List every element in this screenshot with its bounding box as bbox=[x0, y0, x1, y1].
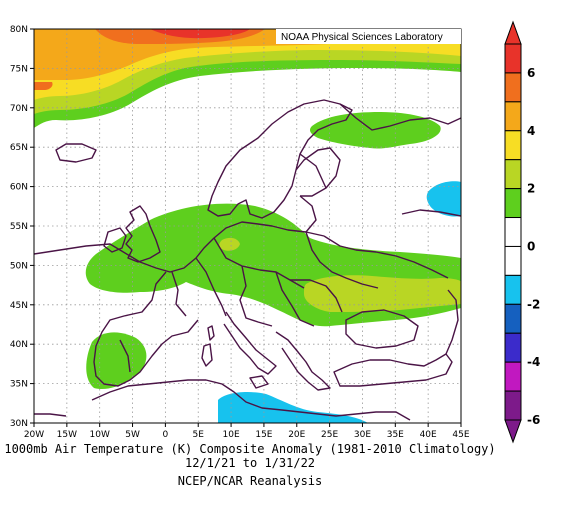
lon-tick-label: 45E bbox=[452, 430, 469, 440]
lat-tick-label: 35N bbox=[10, 380, 28, 390]
colorbar-segment bbox=[504, 332, 522, 363]
colorbar-label: -2 bbox=[527, 297, 540, 311]
lon-tick-label: 35E bbox=[387, 430, 404, 440]
colorbar-label: 6 bbox=[527, 66, 535, 80]
colorbar-segment bbox=[504, 361, 522, 392]
caption-dates: 12/1/21 to 1/31/22 bbox=[184, 456, 316, 470]
colorbar-segment bbox=[504, 217, 522, 247]
lon-tick-label: 25E bbox=[321, 430, 338, 440]
lat-tick-label: 40N bbox=[10, 340, 28, 350]
lat-tick-label: 80N bbox=[10, 25, 28, 35]
colorbar-label: -6 bbox=[527, 413, 540, 427]
lat-tick-label: 50N bbox=[10, 261, 28, 271]
colorbar-top-arrow bbox=[504, 20, 522, 45]
colorbar-segment bbox=[504, 43, 522, 74]
lon-tick-label: 15W bbox=[57, 430, 77, 440]
warm-spot-arctic-red bbox=[150, 29, 250, 39]
credit-text: NOAA Physical Sciences Laboratory bbox=[281, 32, 443, 43]
lat-tick-label: 60N bbox=[10, 183, 28, 193]
lon-tick-label: 20E bbox=[288, 430, 305, 440]
colorbar-segment bbox=[504, 72, 522, 103]
lat-tick-label: 75N bbox=[10, 64, 28, 74]
lon-tick-label: 15E bbox=[255, 430, 272, 440]
lon-tick-label: 20W bbox=[24, 430, 44, 440]
caption-title: 1000mb Air Temperature (K) Composite Ano… bbox=[4, 442, 496, 456]
lon-tick-label: 10W bbox=[90, 430, 110, 440]
cool-region-russia-east bbox=[426, 181, 461, 217]
warm-spot-nw-orange bbox=[34, 82, 53, 90]
lon-tick-label: 5E bbox=[193, 430, 205, 440]
colorbar-segment bbox=[504, 303, 522, 334]
longitude-axis: 20W 15W 10W 5W 0 5E 10E 15E 20E 25E 30E 35E 40E 45E bbox=[24, 423, 470, 440]
lat-tick-label: 55N bbox=[10, 222, 28, 232]
lon-tick-label: 40E bbox=[420, 430, 437, 440]
colorbar-label: -4 bbox=[527, 355, 540, 369]
colorbar-segment bbox=[504, 245, 522, 276]
colorbar-bottom-arrow bbox=[504, 419, 522, 444]
latitude-axis: 80N 75N 70N 65N 60N 55N 50N 45N 40N 35N 30N bbox=[10, 25, 34, 429]
lon-tick-label: 0 bbox=[163, 430, 169, 440]
coastlines-borders bbox=[34, 99, 461, 421]
colorbar-segment bbox=[504, 159, 522, 190]
colorbar-segment bbox=[504, 188, 522, 219]
lat-tick-label: 70N bbox=[10, 104, 28, 114]
lat-tick-label: 45N bbox=[10, 301, 28, 311]
colorbar-segment bbox=[504, 390, 522, 421]
lon-tick-label: 10E bbox=[223, 430, 240, 440]
colorbar-label: 0 bbox=[527, 239, 535, 253]
colorbar-label: 2 bbox=[527, 182, 535, 196]
warm-region-iberia bbox=[86, 332, 147, 390]
map-plot-area bbox=[34, 29, 461, 423]
colorbar-segment bbox=[504, 130, 522, 161]
colorbar-segment bbox=[504, 274, 522, 305]
warm-subregion-ukraine bbox=[304, 275, 461, 312]
lat-tick-label: 30N bbox=[10, 419, 28, 429]
lon-tick-label: 30E bbox=[354, 430, 371, 440]
lat-tick-label: 65N bbox=[10, 143, 28, 153]
warm-subregion-germany bbox=[219, 237, 240, 251]
colorbar-label: 4 bbox=[527, 124, 535, 138]
colorbar: 6 4 2 0 -2 -4 -6 bbox=[504, 20, 540, 444]
lon-tick-label: 5W bbox=[125, 430, 140, 440]
credit-box: NOAA Physical Sciences Laboratory bbox=[276, 29, 461, 44]
colorbar-segment bbox=[504, 101, 522, 132]
caption-source: NCEP/NCAR Reanalysis bbox=[177, 474, 323, 488]
